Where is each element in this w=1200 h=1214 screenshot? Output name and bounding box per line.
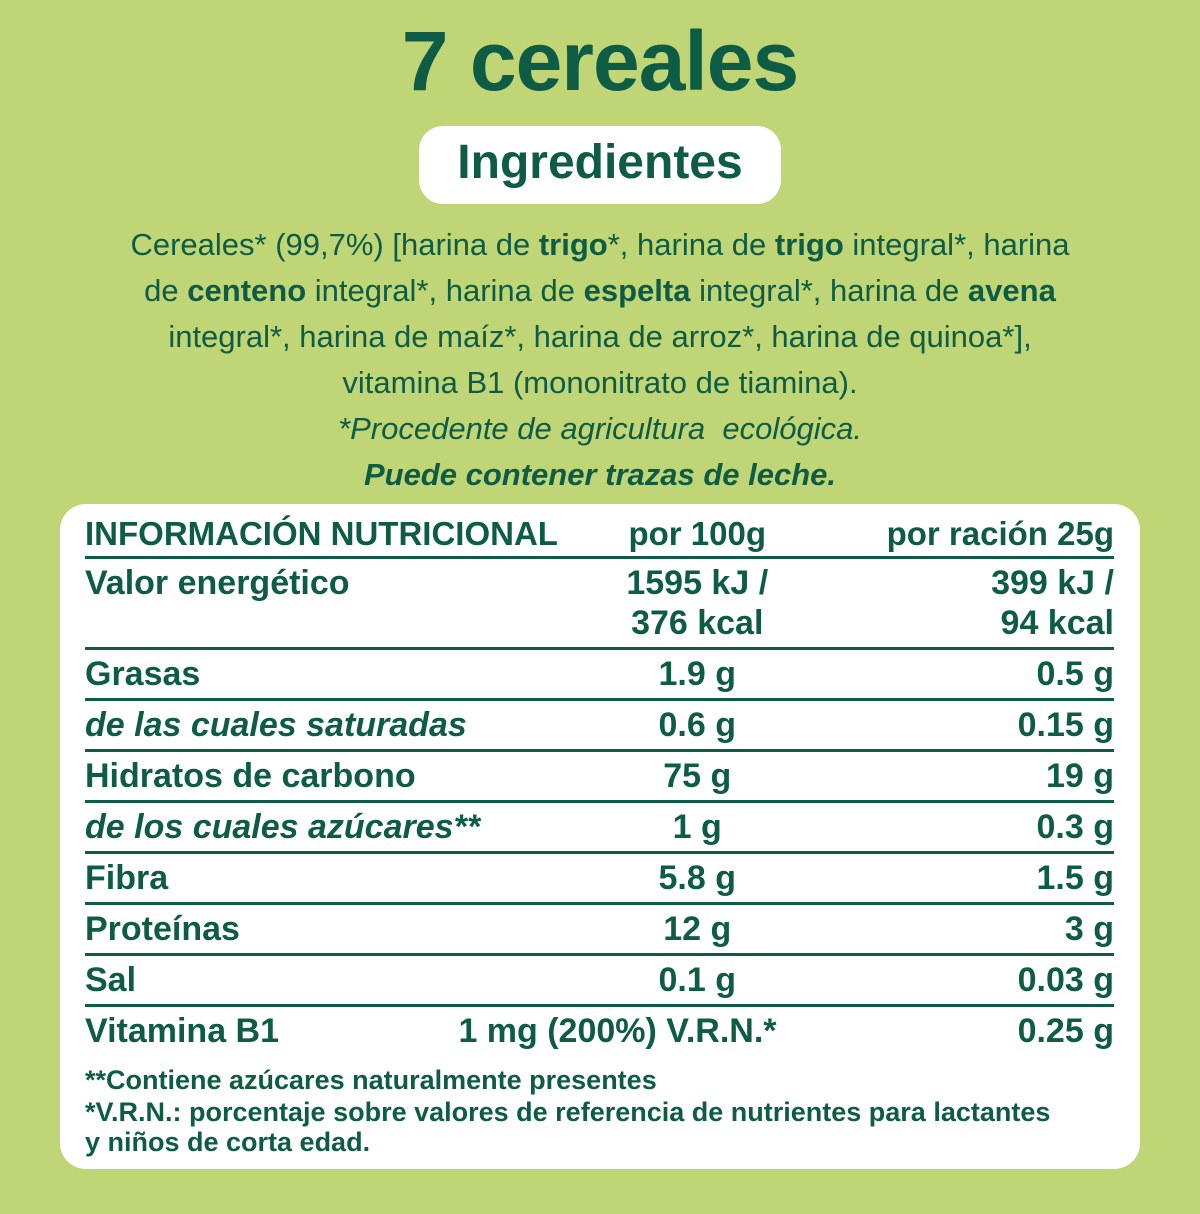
ingredients-badge-container: Ingredientes — [0, 126, 1200, 208]
value-per-racion: 3 g — [1064, 910, 1114, 948]
nutrition-row: de las cuales saturadas 0.6 g 0.15 g — [85, 701, 1114, 752]
footnote: **Contiene azúcares naturalmente present… — [85, 1065, 657, 1095]
nutrient-label: Proteínas — [85, 910, 240, 948]
nutrient-label: Valor energético — [85, 564, 350, 602]
nutrition-row: Vitamina B1 1 mg (200%) V.R.N.* 0.25 g — [85, 1007, 1114, 1055]
nutrient-label: de los cuales azúcares** — [85, 808, 481, 846]
product-label: { "page": { "title": "7 cereales", "badg… — [0, 14, 1200, 1214]
value-per-100g: 1595 kJ / 376 kcal — [626, 564, 769, 642]
ingredients-segment: vitamina B1 (mononitrato de tiamina). — [342, 365, 858, 400]
value-per-100g: 0.1 g — [658, 961, 736, 999]
header-por-100g: por 100g — [628, 515, 767, 552]
ingredients-segment: trigo — [774, 227, 844, 262]
value-per-racion: 0.3 g — [1036, 808, 1114, 846]
nutrient-label: Grasas — [85, 655, 201, 693]
nutrition-table-header: INFORMACIÓN NUTRICIONAL por 100g por rac… — [85, 504, 1114, 559]
ingredients-line: Puede contener trazas de leche. — [0, 452, 1200, 498]
ingredients-line: *Procedente de agricultura ecológica. — [0, 406, 1200, 452]
ingredients-segment: de — [144, 273, 188, 308]
ingredients-segment: trigo — [538, 227, 608, 262]
ingredients-segment: integral*, harina de — [306, 273, 584, 308]
footnote: *V.R.N.: porcentaje sobre valores de ref… — [85, 1097, 1051, 1157]
ingredients-segment: integral*, harina — [843, 227, 1070, 262]
value-per-100g: 75 g — [663, 757, 732, 795]
ingredients-paragraph: Cereales* (99,7%) [harina de trigo*, har… — [0, 222, 1200, 498]
value-per-100g: 1 mg (200%) V.R.N.* — [458, 1012, 777, 1050]
nutrient-label: Fibra — [85, 859, 169, 897]
product-title: 7 cereales — [401, 14, 799, 108]
nutrition-row: de los cuales azúcares** 1 g 0.3 g — [85, 803, 1114, 854]
ingredients-segment: integral*, harina de maíz*, harina de ar… — [168, 319, 1032, 354]
nutrient-label: Sal — [85, 961, 137, 999]
footnotes: **Contiene azúcares naturalmente present… — [85, 1065, 1114, 1157]
nutrient-label: Vitamina B1 — [85, 1012, 280, 1050]
ingredients-segment: centeno — [187, 273, 307, 308]
ingredients-line: de centeno integral*, harina de espelta … — [0, 268, 1200, 314]
header-info-nutricional: INFORMACIÓN NUTRICIONAL — [85, 515, 558, 552]
value-per-100g: 1.9 g — [658, 655, 736, 693]
value-per-100g: 5.8 g — [658, 859, 736, 897]
value-per-racion: 399 kJ / 94 kcal — [991, 564, 1114, 642]
value-per-racion: 19 g — [1045, 757, 1114, 795]
nutrient-label: de las cuales saturadas — [85, 706, 467, 744]
ingredients-segment: espelta — [583, 273, 691, 308]
nutrition-row: Grasas 1.9 g 0.5 g — [85, 650, 1114, 701]
nutrition-row: Valor energético 1595 kJ / 376 kcal 399 kJ… — [85, 559, 1114, 650]
ingredients-segment: integral*, harina de — [690, 273, 968, 308]
ingredients-segment: *Procedente de agricultura ecológica. — [338, 411, 862, 446]
value-per-100g: 1 g — [672, 808, 722, 846]
value-per-racion: 0.15 g — [1017, 706, 1114, 744]
value-per-racion: 0.5 g — [1036, 655, 1114, 693]
ingredients-segment: Puede contener trazas de leche. — [363, 457, 837, 492]
ingredients-line: vitamina B1 (mononitrato de tiamina). — [0, 360, 1200, 406]
ingredients-segment: *, harina de — [607, 227, 775, 262]
nutrition-row: Hidratos de carbono 75 g 19 g — [85, 752, 1114, 803]
ingredients-line: integral*, harina de maíz*, harina de ar… — [0, 314, 1200, 360]
nutrition-rows: Valor energético 1595 kJ / 376 kcal 399 kJ… — [85, 559, 1114, 1055]
nutrition-panel: INFORMACIÓN NUTRICIONAL por 100g por rac… — [60, 504, 1140, 1169]
value-per-100g: 12 g — [663, 910, 732, 948]
nutrition-row: Sal 0.1 g 0.03 g — [85, 956, 1114, 1007]
value-per-racion: 1.5 g — [1036, 859, 1114, 897]
ingredients-line: Cereales* (99,7%) [harina de trigo*, har… — [0, 222, 1200, 268]
ingredients-segment: Cereales* (99,7%) [harina de — [130, 227, 539, 262]
nutrition-row: Proteínas 12 g 3 g — [85, 905, 1114, 956]
ingredients-badge: Ingredientes — [419, 126, 781, 204]
value-per-racion: 0.25 g — [1017, 1012, 1114, 1050]
value-per-100g: 0.6 g — [658, 706, 736, 744]
ingredients-segment: avena — [967, 273, 1056, 308]
nutrient-label: Hidratos de carbono — [85, 757, 416, 795]
nutrition-row: Fibra 5.8 g 1.5 g — [85, 854, 1114, 905]
value-per-racion: 0.03 g — [1017, 961, 1114, 999]
header-por-racion: por ración 25g — [886, 515, 1114, 552]
